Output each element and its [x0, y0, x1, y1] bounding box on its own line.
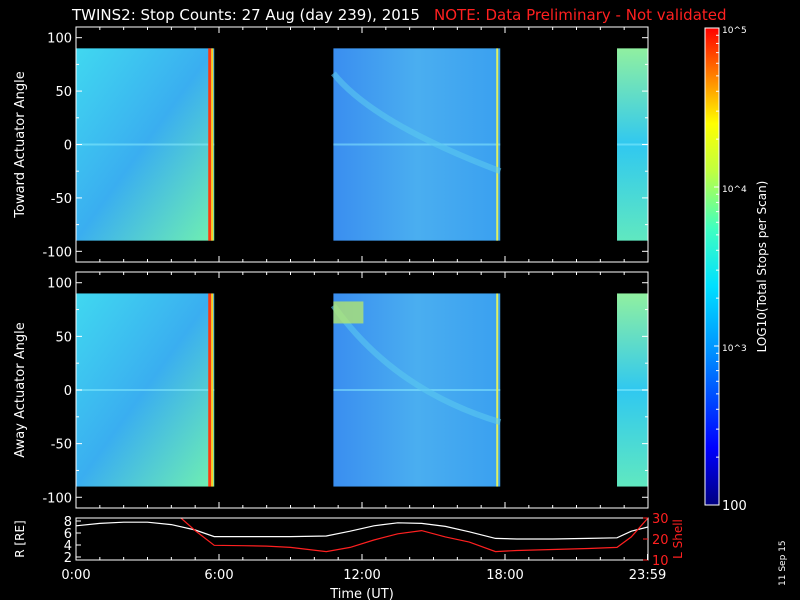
toward-angle-panel: 100 50 0 -50 -100 Toward Actuator Angle	[13, 26, 649, 263]
y-tick-label: -100	[42, 491, 72, 506]
y-tick-label: 50	[55, 330, 72, 345]
chart-note: NOTE: Data Preliminary - Not validated	[434, 6, 727, 24]
boundary-feature	[330, 303, 502, 426]
x-tick-label: 6:00	[204, 568, 233, 583]
y-tick-label: 50	[55, 85, 72, 100]
left-tick-label: 2	[64, 551, 72, 566]
y-axis-label: Toward Actuator Angle	[13, 71, 28, 218]
orbit-series-line	[76, 521, 648, 540]
edge-stripe	[496, 48, 499, 241]
right-tick-label: 20	[652, 533, 669, 548]
y-tick-label: -100	[42, 245, 72, 260]
y-tick-label: -50	[51, 438, 72, 453]
y-tick-label: 100	[47, 277, 72, 292]
right-tick-label: 10	[652, 554, 669, 569]
chart-title: TWINS2: Stop Counts: 27 Aug (day 239), 2…	[72, 6, 420, 24]
right-axis-label: L Shell	[671, 519, 685, 559]
left-tick-label: 4	[64, 539, 72, 554]
y-tick-label: 100	[47, 32, 72, 47]
y-axis-label: Away Actuator Angle	[13, 322, 28, 457]
y-tick-label: 0	[64, 139, 72, 154]
right-tick-label: 30	[652, 512, 669, 527]
x-tick-label: 12:00	[343, 568, 380, 583]
date-stamp: 11 Sep 15	[778, 540, 788, 586]
x-tick-label: 23:59	[629, 568, 666, 583]
y-tick-label: -50	[51, 192, 72, 207]
left-tick-label: 8	[64, 515, 72, 530]
left-axis-label: R [RE]	[13, 520, 27, 557]
colorbar-label: LOG10(Total Stops per Scan)	[755, 181, 769, 353]
x-tick-label: 18:00	[486, 568, 523, 583]
away-angle-panel: 100 50 0 -50 -100 Away Actuator Angle	[13, 271, 649, 509]
colorbar-scale	[704, 27, 720, 506]
colorbar-tick-label: 100	[722, 499, 747, 514]
colorbar-tick-label: 10^4	[722, 185, 747, 195]
colorbar-tick-label: 10^3	[722, 344, 747, 354]
hot-patch	[333, 301, 364, 324]
colorbar-tick-label: 10^5	[722, 26, 747, 36]
edge-stripe	[211, 48, 214, 241]
y-tick-label: 0	[64, 384, 72, 399]
boundary-feature	[331, 71, 502, 175]
title-line: TWINS2: Stop Counts: 27 Aug (day 239), 2…	[0, 6, 800, 26]
x-tick-label: 0:00	[61, 568, 90, 583]
left-tick-label: 6	[64, 527, 72, 542]
edge-stripe	[211, 293, 214, 487]
edge-stripe	[496, 293, 499, 487]
x-axis-label: Time (UT)	[329, 587, 394, 600]
edge-stripe	[208, 48, 212, 241]
edge-stripe	[208, 293, 212, 487]
colorbar: 10^5 10^4 10^3 100 LOG10(Total Stops per Sca…	[704, 26, 769, 514]
orbit-series-line	[179, 518, 648, 553]
